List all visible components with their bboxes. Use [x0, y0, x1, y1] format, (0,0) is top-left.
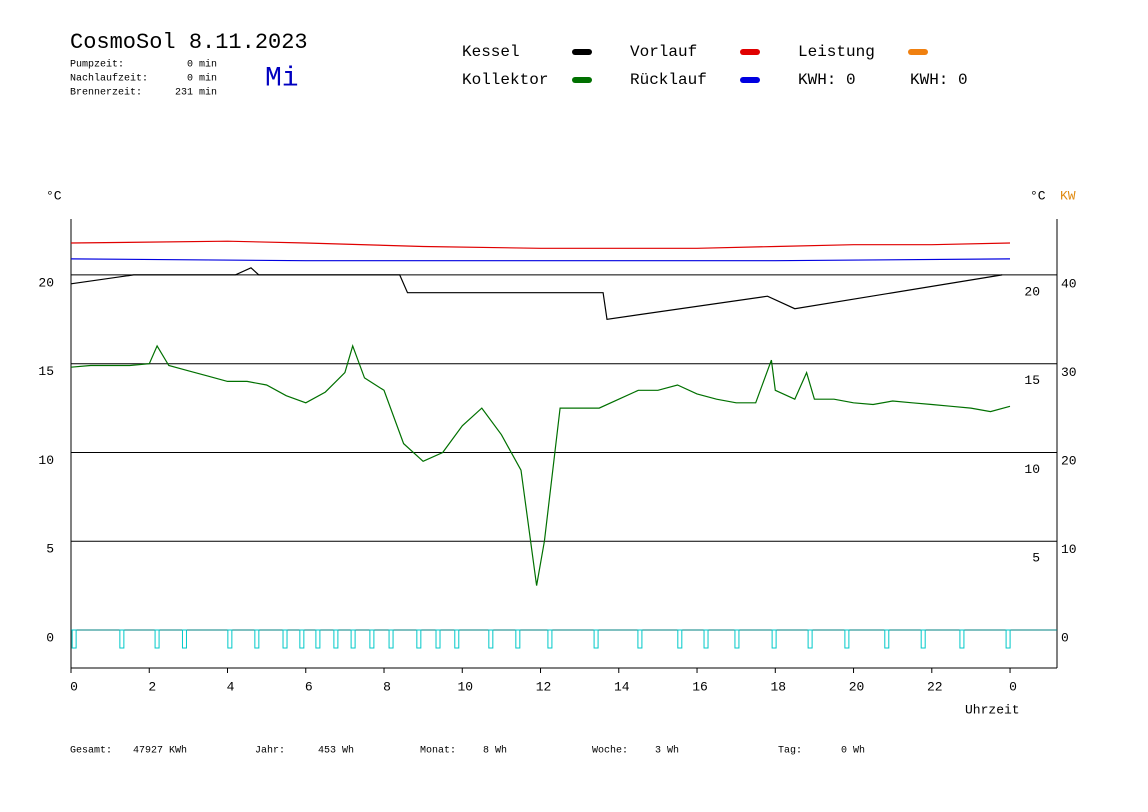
x-tick-label: 2: [148, 679, 156, 694]
title: CosmoSol 8.11.2023: [70, 30, 308, 55]
pulse: [703, 629, 709, 649]
legend-label: Leistung: [798, 43, 875, 61]
y2-tick-label: 10: [1061, 542, 1077, 557]
y-tick-label: 10: [38, 453, 54, 468]
kwh-label: KWH: 0: [798, 71, 856, 89]
x-tick-label: 6: [305, 679, 313, 694]
footer-label: Jahr:: [255, 745, 285, 757]
y-tick-label: 5: [46, 542, 54, 557]
pulse: [227, 629, 233, 649]
pulse: [515, 629, 521, 649]
y-label: °C: [46, 188, 62, 203]
legend-swatch: [572, 49, 592, 55]
x-tick-label: 12: [536, 679, 552, 694]
stat-label: Pumpzeit:: [70, 59, 124, 71]
y-tick-label: 15: [38, 364, 54, 379]
pulse: [959, 629, 965, 649]
footer-value: 8 Wh: [483, 745, 507, 757]
pulse: [920, 629, 926, 649]
stat-label: Nachlaufzeit:: [70, 73, 148, 85]
footer-value: 47927 KWh: [133, 745, 187, 757]
y2-tick-label: 20: [1061, 453, 1077, 468]
y-right-label: °C: [1030, 188, 1046, 203]
series-line: [70, 240, 1011, 249]
pulse: [734, 629, 740, 649]
legend-swatch: [572, 77, 592, 83]
pulse: [844, 629, 850, 649]
x-tick-label: 4: [227, 679, 235, 694]
legend-swatch: [740, 49, 760, 55]
pulse: [154, 629, 160, 649]
legend-swatch: [908, 49, 928, 55]
y-right-tick-label: 5: [1032, 551, 1040, 566]
legend-label: Rücklauf: [630, 71, 707, 89]
pulse: [884, 629, 890, 649]
pulse: [807, 629, 813, 649]
weekday: Mi: [265, 63, 299, 94]
footer-value: 453 Wh: [318, 745, 354, 757]
pulse: [1005, 629, 1011, 649]
series-line: [70, 267, 1003, 320]
legend-swatch: [740, 77, 760, 83]
y2-label: KW: [1060, 188, 1076, 203]
x-tick-label: 20: [849, 679, 865, 694]
series-line: [70, 258, 1011, 262]
pulse: [454, 629, 460, 649]
pulse: [416, 629, 422, 649]
x-tick-label: 18: [770, 679, 786, 694]
legend-label: Kessel: [462, 43, 520, 61]
x-tick-label: 10: [457, 679, 473, 694]
stat-label: Brennerzeit:: [70, 87, 142, 99]
y-right-tick-label: 20: [1024, 284, 1040, 299]
pulse: [119, 629, 125, 649]
pulse: [771, 629, 777, 649]
pulse: [299, 629, 305, 649]
y-right-tick-label: 15: [1024, 373, 1040, 388]
legend-label: Kollektor: [462, 71, 548, 89]
footer-label: Gesamt:: [70, 746, 112, 757]
pulse: [488, 629, 494, 649]
x-tick-label: 22: [927, 679, 943, 694]
y2-tick-label: 0: [1061, 630, 1069, 645]
pulse: [71, 629, 77, 649]
x-label: Uhrzeit: [965, 702, 1020, 717]
footer-value: 0 Wh: [841, 745, 865, 757]
x-tick-label: 0: [70, 679, 78, 694]
stat-value: 0 min: [187, 73, 217, 85]
series-line: [70, 343, 1011, 586]
pulse: [315, 629, 321, 649]
y-right-tick-label: 10: [1024, 462, 1040, 477]
x-tick-label: 16: [692, 679, 708, 694]
y-tick-label: 20: [38, 275, 54, 290]
pulse: [677, 629, 683, 649]
x-tick-label: 14: [614, 679, 630, 694]
footer-label: Tag:: [778, 746, 802, 757]
pulse: [350, 629, 356, 649]
pulse: [435, 629, 441, 649]
pulse: [181, 629, 187, 649]
pulse: [593, 629, 599, 649]
x-tick-label: 8: [383, 679, 391, 694]
stat-value: 0 min: [187, 59, 217, 71]
x-tick-label: 0: [1009, 679, 1017, 694]
y2-tick-label: 30: [1061, 365, 1077, 380]
footer-label: Monat:: [420, 746, 456, 757]
y2-tick-label: 40: [1061, 276, 1077, 291]
kwh-label: KWH: 0: [910, 71, 968, 89]
pulse: [547, 629, 553, 649]
y-tick-label: 0: [46, 630, 54, 645]
legend-label: Vorlauf: [630, 43, 697, 61]
pulse: [369, 629, 375, 649]
pulse: [282, 629, 288, 649]
stat-value: 231 min: [175, 87, 217, 99]
pulse: [333, 629, 339, 649]
footer-value: 3 Wh: [655, 745, 679, 757]
pulse: [254, 629, 260, 649]
footer-label: Woche:: [592, 745, 628, 757]
pulse: [388, 629, 394, 649]
pulse: [637, 629, 643, 649]
